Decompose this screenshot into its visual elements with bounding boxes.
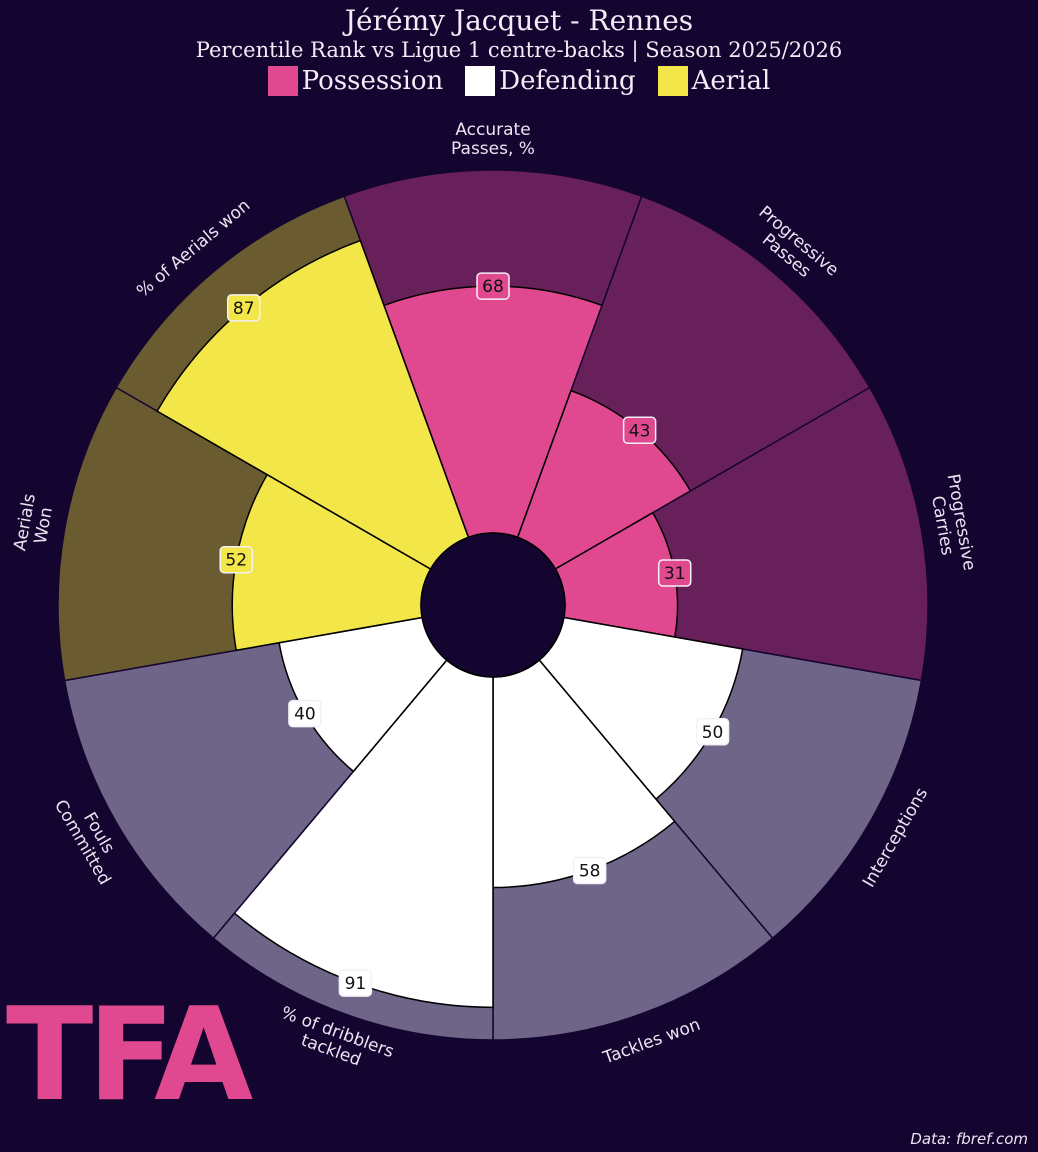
legend-label: Aerial (691, 66, 771, 96)
source: Data: fbref.com (910, 1130, 1028, 1148)
value-label: 52 (219, 545, 253, 574)
legend-swatch (267, 66, 298, 96)
chart-title: Jérémy Jacquet - Rennes (344, 4, 694, 37)
legend-item: Aerial (657, 66, 771, 96)
value-label: 91 (338, 969, 373, 997)
value-label-box (695, 718, 730, 746)
value-label-box (476, 272, 510, 300)
value-label-text: 68 (482, 277, 504, 297)
legend-item: Possession (267, 66, 444, 96)
value-label-box (226, 294, 261, 322)
legend-swatch (465, 66, 496, 96)
center-hole (420, 532, 566, 678)
value-label-text: 91 (345, 974, 367, 994)
value-label-box (288, 699, 322, 728)
value-label-text: 87 (233, 299, 255, 319)
value-label-box (338, 969, 373, 997)
value-label-box (572, 856, 607, 885)
value-label-text: 52 (225, 551, 247, 571)
value-label: 58 (572, 856, 607, 885)
value-label: 68 (476, 272, 510, 300)
logo: TFA (6, 981, 253, 1130)
legend-item: Defending (465, 66, 636, 96)
value-label-text: 31 (664, 564, 686, 584)
value-label: 31 (657, 559, 692, 587)
value-label: 87 (226, 294, 261, 322)
value-label-box (657, 559, 692, 587)
value-label-box (622, 416, 657, 445)
value-label-box (219, 545, 253, 574)
value-label-text: 43 (629, 421, 651, 441)
value-label-text: 40 (294, 705, 316, 725)
value-label: 40 (288, 699, 322, 728)
chart-subtitle: Percentile Rank vs Ligue 1 centre-backs … (195, 38, 843, 62)
legend: Possession Defending Aerial (0, 66, 1038, 96)
legend-label: Defending (499, 66, 636, 96)
value-label: 50 (695, 718, 730, 746)
category-label: Accurate Passes, % (451, 119, 535, 159)
value-label-text: 58 (579, 862, 601, 882)
legend-swatch (657, 66, 688, 96)
legend-label: Possession (301, 66, 444, 96)
value-label-text: 50 (702, 723, 724, 743)
value-label: 43 (622, 416, 657, 445)
